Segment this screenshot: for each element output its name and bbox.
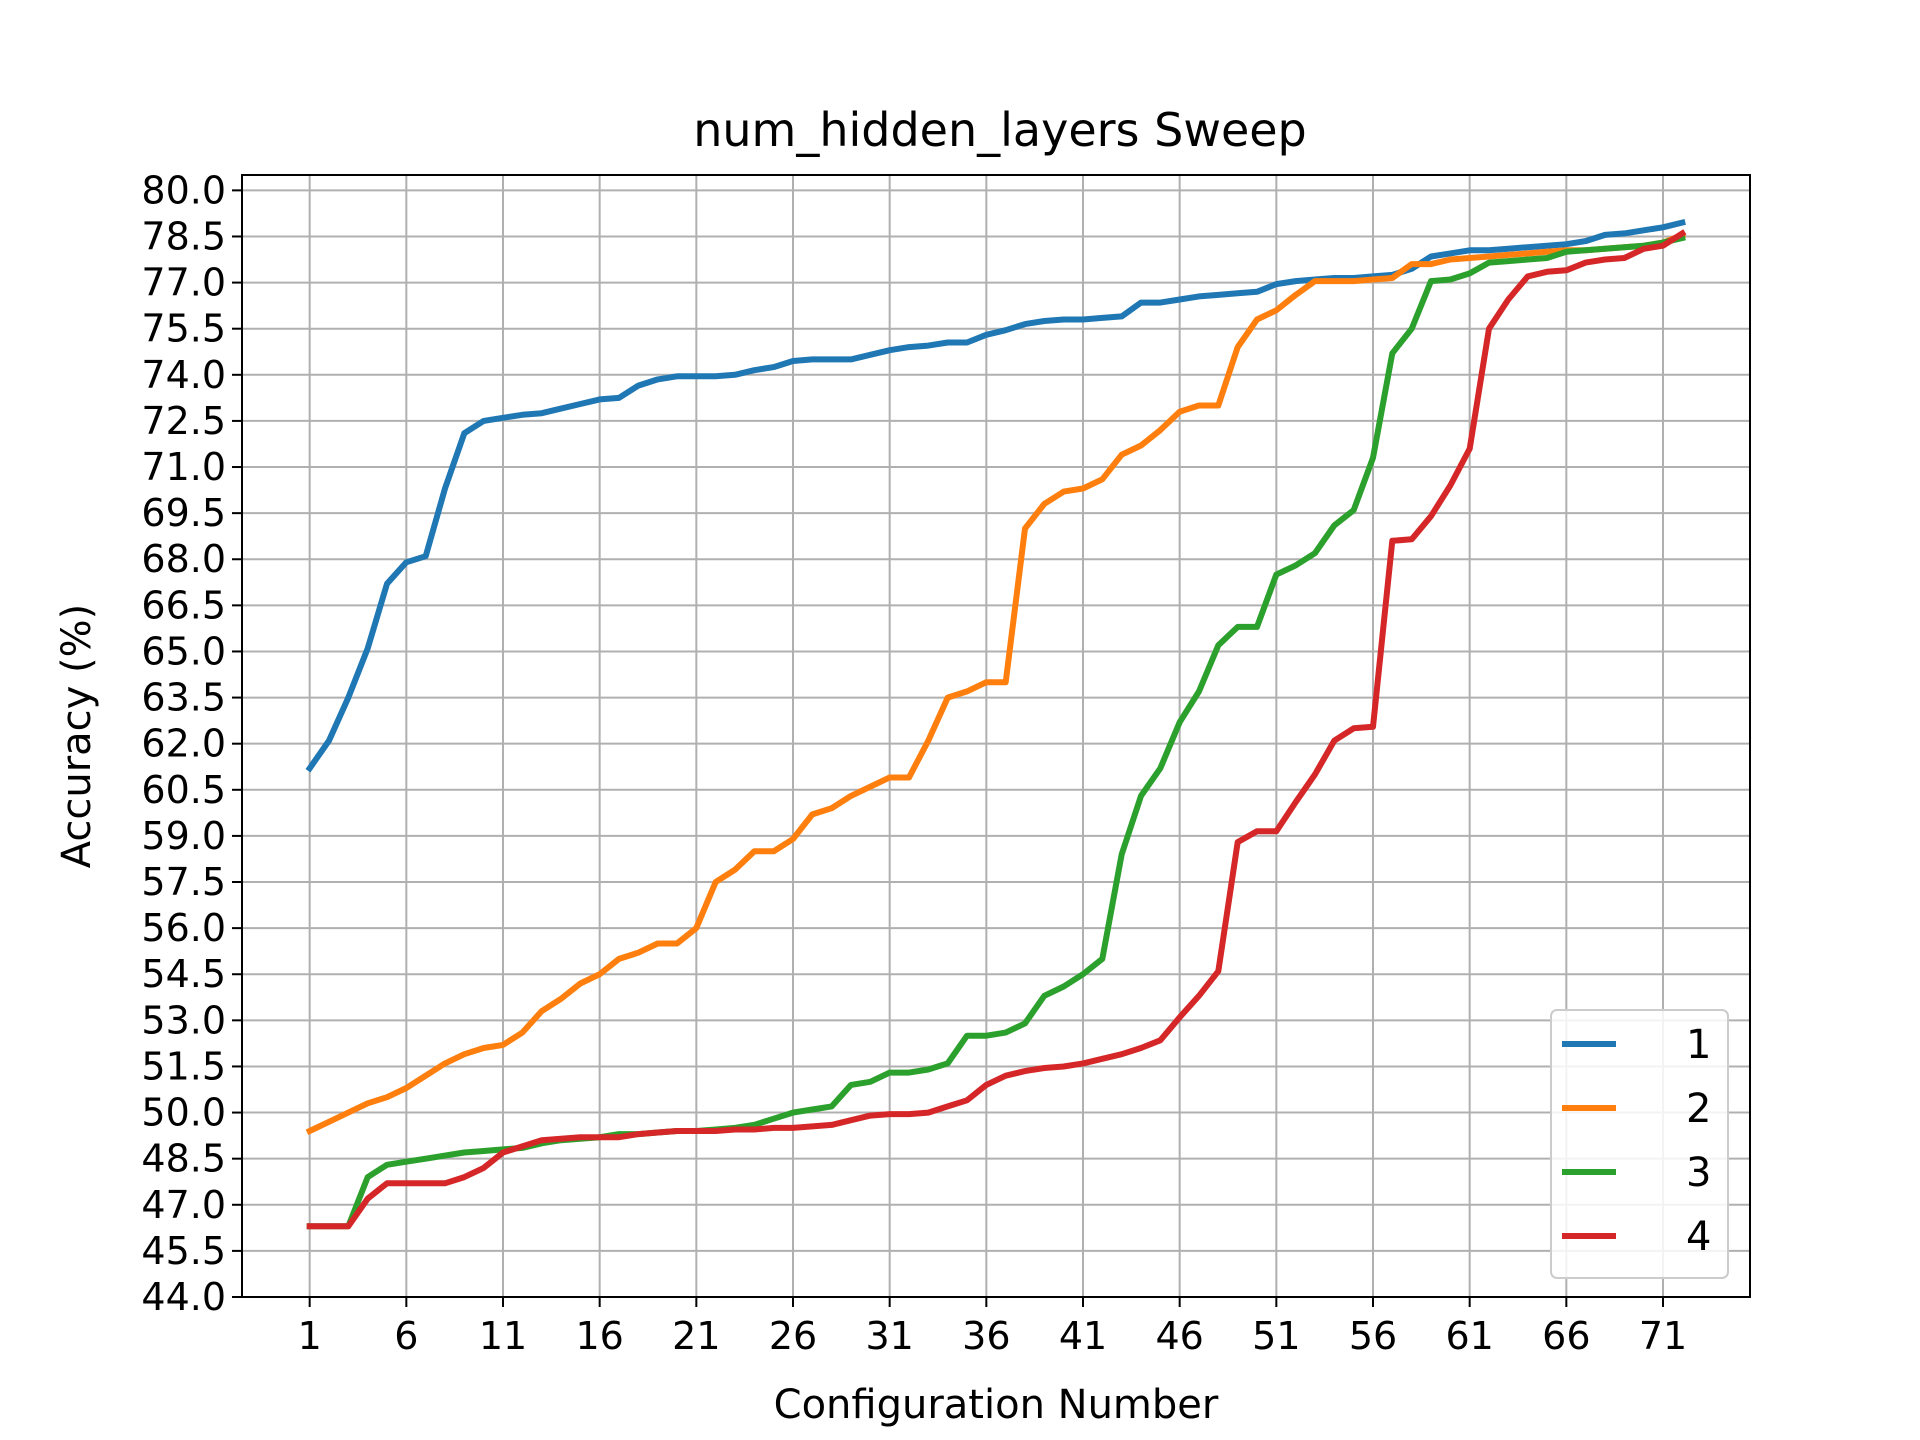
x-tick-label: 26	[769, 1314, 817, 1358]
y-axis-label: Accuracy (%)	[54, 604, 100, 869]
legend: 1 2 3 4	[1550, 1009, 1729, 1279]
y-tick-label: 45.5	[141, 1229, 226, 1273]
x-tick-label: 61	[1445, 1314, 1493, 1358]
y-tick-label: 56.0	[141, 906, 226, 950]
y-tick-label: 54.5	[141, 952, 226, 996]
y-tick-label: 44.0	[141, 1275, 226, 1319]
y-tick-label: 80.0	[141, 168, 226, 212]
x-tick-label: 66	[1542, 1314, 1590, 1358]
x-tick-label: 16	[575, 1314, 623, 1358]
y-tick-label: 47.0	[141, 1183, 226, 1227]
legend-box	[1550, 1009, 1729, 1279]
y-tick-label: 71.0	[141, 445, 226, 489]
y-tick-label: 48.5	[141, 1137, 226, 1181]
y-tick-label: 51.5	[141, 1044, 226, 1088]
x-tick-label: 31	[865, 1314, 913, 1358]
series-line-4	[306, 229, 1687, 1230]
x-tick-label: 51	[1252, 1314, 1300, 1358]
legend-label: 1	[1686, 1022, 1711, 1068]
y-tick-label: 77.0	[141, 261, 226, 305]
x-tick-label: 46	[1155, 1314, 1203, 1358]
y-tick-label: 59.0	[141, 814, 226, 858]
x-tick-label: 11	[479, 1314, 527, 1358]
x-tick-label: 21	[672, 1314, 720, 1358]
legend-label: 3	[1686, 1150, 1711, 1196]
y-tick-label: 72.5	[141, 399, 226, 443]
y-tick-label: 75.5	[141, 307, 226, 351]
y-axis-ticks: 44.045.547.048.550.051.553.054.556.057.5…	[141, 168, 242, 1319]
y-tick-label: 78.5	[141, 214, 226, 258]
y-tick-label: 57.5	[141, 860, 226, 904]
y-tick-label: 60.5	[141, 768, 226, 812]
x-tick-label: 71	[1639, 1314, 1687, 1358]
x-axis-label: Configuration Number	[774, 1382, 1219, 1428]
series-line-1	[305, 218, 1686, 773]
grid	[242, 175, 1750, 1298]
y-tick-label: 69.5	[141, 491, 226, 535]
y-tick-label: 63.5	[141, 676, 226, 720]
plot-frame	[241, 174, 1751, 1298]
series-lines	[305, 218, 1687, 1230]
x-tick-label: 6	[394, 1314, 418, 1358]
y-tick-label: 50.0	[141, 1091, 226, 1135]
chart-title: num_hidden_layers Sweep	[693, 103, 1307, 157]
series-line-2	[305, 231, 1687, 1135]
x-tick-label: 36	[962, 1314, 1010, 1358]
x-tick-label: 1	[298, 1314, 322, 1358]
y-tick-label: 66.5	[141, 583, 226, 627]
y-tick-label: 53.0	[141, 998, 226, 1042]
x-tick-label: 56	[1349, 1314, 1397, 1358]
x-axis-ticks: 1 6 11 16 21 26 31 36 41 46 51 56 61 66 71	[298, 1297, 1687, 1358]
y-tick-label: 74.0	[141, 353, 226, 397]
x-tick-label: 41	[1059, 1314, 1107, 1358]
legend-label: 4	[1686, 1214, 1711, 1260]
legend-label: 2	[1686, 1086, 1711, 1132]
y-tick-label: 62.0	[141, 722, 226, 766]
y-tick-label: 65.0	[141, 629, 226, 673]
y-tick-label: 68.0	[141, 537, 226, 581]
